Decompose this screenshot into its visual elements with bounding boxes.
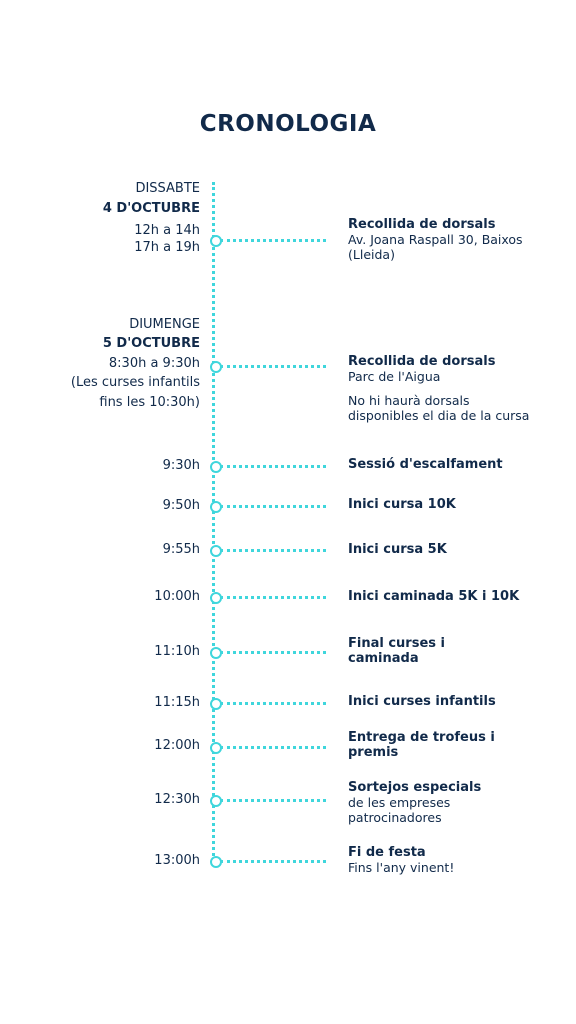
event-entry: Inici curses infantils [348, 694, 563, 709]
day-weekday: DISSABTE [135, 181, 200, 196]
day-date: 4 D'OCTUBRE [102, 201, 200, 216]
event-detail: de les empreses patrocinadores [348, 795, 451, 825]
event-entry: Fi de festa Fins l'any vinent! [348, 845, 563, 875]
timeline-connector [220, 746, 326, 749]
event-title: Inici cursa 5K [348, 542, 447, 557]
event-time: 17h a 19h [134, 240, 200, 255]
event-note: No hi haurà dorsals disponibles el dia d… [348, 393, 530, 423]
timeline-line [212, 182, 215, 862]
event-detail: Parc de l'Aigua [348, 369, 441, 384]
event-time: 9:55h [162, 542, 200, 557]
day-date: 5 D'OCTUBRE [102, 336, 200, 351]
event-title: Entrega de trofeus i premis [348, 730, 495, 760]
event-time: 12:30h [154, 792, 200, 807]
event-entry: Inici caminada 5K i 10K [348, 589, 563, 604]
event-entry: Recollida de dorsals Av. Joana Raspall 3… [348, 217, 563, 262]
event-entry: Inici cursa 10K [348, 497, 563, 512]
timeline-connector [220, 549, 326, 552]
event-time: 12h a 14h [134, 223, 200, 238]
event-entry: Sortejos especials de les empreses patro… [348, 780, 533, 825]
event-detail: Fins l'any vinent! [348, 860, 455, 875]
event-time: 8:30h a 9:30h [108, 356, 200, 371]
day-weekday: DIUMENGE [129, 317, 200, 332]
timeline-connector [220, 465, 326, 468]
event-title: Sortejos especials [348, 780, 482, 795]
timeline-connector [220, 239, 326, 242]
event-entry: Sessió d'escalfament [348, 457, 563, 472]
timeline-connector [220, 365, 326, 368]
event-entry: Entrega de trofeus i premis [348, 730, 548, 760]
event-title: Inici caminada 5K i 10K [348, 589, 520, 604]
event-entry: Inici cursa 5K [348, 542, 563, 557]
event-time: 11:10h [154, 644, 200, 659]
timeline-connector [220, 651, 326, 654]
event-time: 13:00h [154, 853, 200, 868]
event-time: 9:50h [162, 498, 200, 513]
event-detail: Av. Joana Raspall 30, Baixos (Lleida) [348, 232, 523, 262]
timeline-connector [220, 702, 326, 705]
event-title: Final curses i caminada [348, 636, 445, 666]
page-title: CRONOLOGIA [199, 111, 377, 137]
event-title: Recollida de dorsals [348, 217, 496, 232]
event-time: fins les 10:30h) [99, 395, 200, 410]
timeline-connector [220, 505, 326, 508]
event-entry: Recollida de dorsals Parc de l'Aigua No … [348, 354, 563, 423]
event-time: 11:15h [154, 695, 200, 710]
event-title: Inici cursa 10K [348, 497, 456, 512]
timeline-connector [220, 596, 326, 599]
timeline-connector [220, 799, 326, 802]
event-title: Sessió d'escalfament [348, 457, 503, 472]
event-time: 9:30h [162, 458, 200, 473]
event-time: 10:00h [154, 589, 200, 604]
event-time: 12:00h [154, 738, 200, 753]
event-entry: Final curses i caminada [348, 636, 498, 666]
event-title: Inici curses infantils [348, 694, 496, 709]
event-title: Fi de festa [348, 845, 426, 860]
event-time: (Les curses infantils [70, 375, 200, 390]
timeline-connector [220, 860, 326, 863]
event-title: Recollida de dorsals [348, 354, 496, 369]
